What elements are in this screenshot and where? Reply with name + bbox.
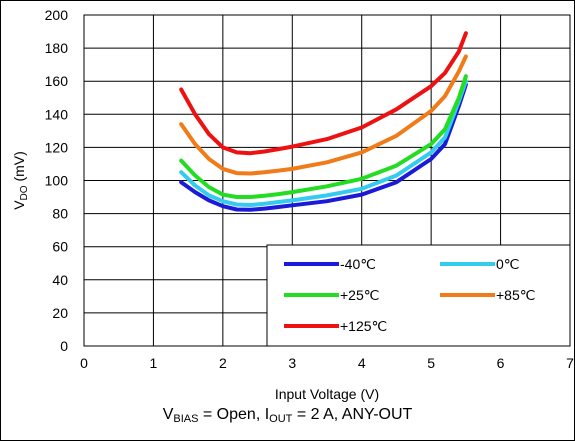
x-tick-label: 6 (497, 355, 505, 371)
y-tick-label: 0 (60, 338, 68, 354)
y-tick-label: 80 (52, 206, 68, 222)
y-tick-label: 160 (45, 73, 69, 89)
y-tick-label: 200 (45, 7, 69, 23)
y-tick-label: 40 (52, 272, 68, 288)
x-tick-label: 1 (150, 355, 158, 371)
series-line (179, 79, 468, 207)
x-tick-label: 7 (566, 355, 574, 371)
caption-part-1: V (162, 406, 174, 423)
dropout-voltage-chart: 0 1 2 3 4 5 6 7 0 20 40 60 80 100 120 140 160 180 200 Inp… (11, 7, 574, 402)
x-tick-label: 2 (219, 355, 227, 371)
x-tick-label: 4 (358, 355, 366, 371)
caption-sub-2: OUT (269, 413, 293, 425)
x-axis-title: Input Voltage (V) (275, 386, 379, 402)
series-line (179, 74, 468, 199)
y-tick-label: 100 (45, 173, 69, 189)
y-tick-labels: 0 20 40 60 80 100 120 140 160 180 200 (45, 7, 69, 354)
y-axis-title-rest: (mV) (11, 151, 27, 185)
x-tick-label: 5 (427, 355, 435, 371)
y-tick-label: 180 (45, 40, 69, 56)
legend-label: 0℃ (496, 256, 520, 272)
y-tick-label: 20 (52, 305, 68, 321)
caption-part-2: = Open, I (198, 406, 270, 423)
series-line (179, 54, 468, 176)
x-tick-label: 3 (288, 355, 296, 371)
legend-label: -40℃ (340, 256, 376, 272)
y-axis-title: VDO (mV) (11, 151, 30, 210)
legend-label: +85℃ (496, 287, 535, 303)
legend: -40℃ 0℃ +25℃ +85℃ +125℃ (266, 244, 571, 347)
y-axis-title-sub: DO (19, 185, 30, 200)
legend-label: +125℃ (340, 318, 387, 334)
x-tick-labels: 0 1 2 3 4 5 6 7 (80, 355, 574, 371)
series-lines (179, 31, 468, 212)
y-tick-label: 120 (45, 139, 69, 155)
caption-sub-1: BIAS (173, 413, 199, 425)
y-axis-title-main: V (11, 200, 27, 210)
legend-label: +25℃ (340, 287, 379, 303)
y-tick-label: 60 (52, 239, 68, 255)
series-line (179, 31, 468, 156)
series-line (179, 82, 468, 212)
x-tick-label: 0 (80, 355, 88, 371)
y-tick-label: 140 (45, 106, 69, 122)
caption-part-3: = 2 A, ANY-OUT (292, 406, 413, 423)
chart-caption: VBIAS = Open, IOUT = 2 A, ANY-OUT (0, 406, 575, 425)
